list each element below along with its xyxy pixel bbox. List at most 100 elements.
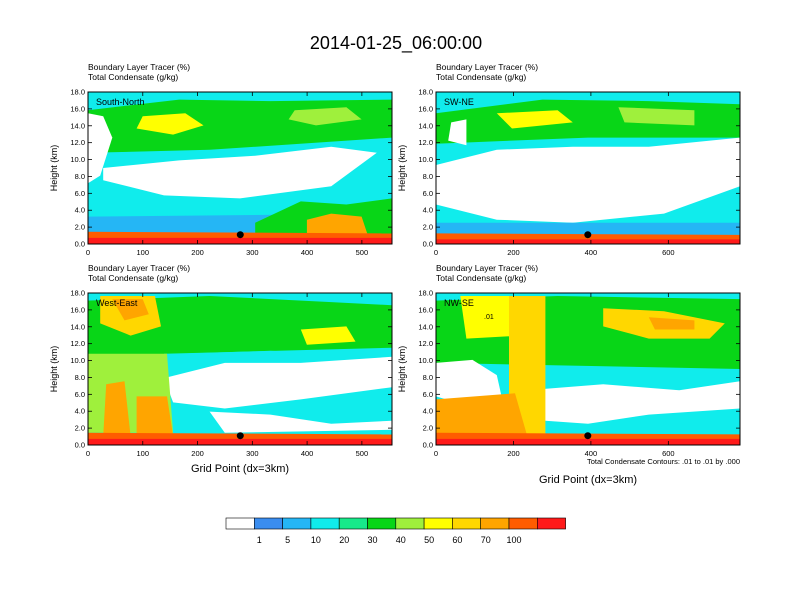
y-tick-label: 14.0 bbox=[70, 121, 85, 130]
colorbar-swatch bbox=[536, 517, 566, 530]
field-region bbox=[88, 237, 392, 244]
field-label: Boundary Layer Tracer (%) bbox=[88, 62, 190, 72]
y-tick-label: 4.0 bbox=[423, 407, 433, 416]
field-region bbox=[300, 326, 356, 345]
colorbar: 1 5 10 20 30 40 50 60 70 100 bbox=[225, 517, 566, 545]
colorbar-swatch bbox=[254, 517, 283, 530]
y-tick-label: 16.0 bbox=[70, 104, 85, 113]
y-tick-label: 16.0 bbox=[418, 305, 433, 314]
y-tick-label: 6.0 bbox=[423, 390, 433, 399]
x-tick-label: 600 bbox=[662, 248, 675, 257]
y-tick-label: 8.0 bbox=[423, 172, 433, 181]
field-region bbox=[88, 113, 113, 184]
x-tick-label: 100 bbox=[137, 248, 150, 257]
colorbar-swatch bbox=[338, 517, 368, 530]
y-tick-label: 12.0 bbox=[418, 138, 433, 147]
y-tick-label: 18.0 bbox=[418, 88, 433, 97]
x-tick-label: 500 bbox=[356, 449, 369, 458]
colorbar-label: 10 bbox=[311, 535, 321, 545]
x-tick-label: 400 bbox=[585, 248, 598, 257]
colorbar-label: 50 bbox=[424, 535, 434, 545]
y-tick-label: 14.0 bbox=[418, 322, 433, 331]
colorbar-label: 60 bbox=[452, 535, 462, 545]
field-region bbox=[436, 359, 503, 406]
x-axis-label-left: Grid Point (dx=3km) bbox=[191, 463, 289, 475]
colorbar-swatch bbox=[310, 517, 340, 530]
field-fill bbox=[436, 92, 740, 244]
y-tick-label: 8.0 bbox=[423, 373, 433, 382]
panel-label: SW-NE bbox=[444, 97, 474, 107]
x-tick-label: 200 bbox=[507, 248, 520, 257]
colorbar-swatch bbox=[452, 517, 481, 530]
field-fill bbox=[436, 293, 740, 445]
y-tick-label: 10.0 bbox=[418, 155, 433, 164]
x-tick-label: 400 bbox=[301, 248, 314, 257]
y-tick-label: 10.0 bbox=[418, 356, 433, 365]
x-tick-label: 200 bbox=[191, 449, 204, 458]
field-region bbox=[209, 411, 392, 433]
location-marker bbox=[236, 231, 244, 239]
y-tick-label: 16.0 bbox=[70, 305, 85, 314]
field-label: Boundary Layer Tracer (%) bbox=[436, 263, 538, 273]
y-tick-label: 12.0 bbox=[70, 339, 85, 348]
y-axis-label: Height (km) bbox=[49, 145, 59, 192]
field-region bbox=[648, 317, 695, 330]
panel-nw-se: Boundary Layer Tracer (%)Total Condensat… bbox=[397, 263, 741, 458]
field-label: Total Condensate (g/kg) bbox=[88, 273, 178, 283]
y-tick-label: 12.0 bbox=[418, 339, 433, 348]
field-label: Boundary Layer Tracer (%) bbox=[436, 62, 538, 72]
x-axis-label-right: Grid Point (dx=3km) bbox=[539, 474, 637, 486]
y-tick-label: 4.0 bbox=[423, 206, 433, 215]
colorbar-label: 30 bbox=[367, 535, 377, 545]
figure-title: 2014-01-25_06:00:00 bbox=[310, 33, 482, 54]
y-axis-label: Height (km) bbox=[397, 346, 407, 393]
field-label: Total Condensate (g/kg) bbox=[436, 72, 526, 82]
y-tick-label: 2.0 bbox=[423, 424, 433, 433]
field-region bbox=[496, 110, 573, 129]
field-region bbox=[103, 381, 131, 436]
x-tick-label: 0 bbox=[86, 248, 90, 257]
y-axis-label: Height (km) bbox=[397, 145, 407, 192]
field-label: Boundary Layer Tracer (%) bbox=[88, 263, 190, 273]
colorbar-swatch bbox=[395, 517, 425, 530]
colorbar-label: 70 bbox=[481, 535, 491, 545]
panel-label: NW-SE bbox=[444, 298, 474, 308]
y-tick-label: 14.0 bbox=[418, 121, 433, 130]
plot-frame bbox=[87, 91, 393, 245]
field-fill bbox=[88, 92, 392, 244]
y-tick-label: 6.0 bbox=[75, 390, 85, 399]
x-tick-label: 0 bbox=[86, 449, 90, 458]
colorbar-label: 100 bbox=[506, 535, 521, 545]
plot-frame bbox=[87, 292, 393, 446]
y-tick-label: 18.0 bbox=[70, 289, 85, 298]
field-region bbox=[288, 107, 362, 126]
colorbar-label: 20 bbox=[339, 535, 349, 545]
panel-label: West-East bbox=[96, 298, 138, 308]
y-tick-label: 2.0 bbox=[75, 424, 85, 433]
y-tick-label: 14.0 bbox=[70, 322, 85, 331]
y-tick-label: 12.0 bbox=[70, 138, 85, 147]
field-region bbox=[88, 438, 392, 445]
x-tick-label: 0 bbox=[434, 248, 438, 257]
field-region bbox=[436, 438, 740, 445]
colorbar-label: 40 bbox=[396, 535, 406, 545]
y-tick-label: 6.0 bbox=[423, 189, 433, 198]
x-tick-label: 600 bbox=[662, 449, 675, 458]
colorbar-swatch bbox=[225, 517, 255, 530]
panel-label: South-North bbox=[96, 97, 145, 107]
field-region bbox=[436, 137, 740, 223]
x-tick-label: 100 bbox=[137, 449, 150, 458]
colorbar-label: 1 bbox=[257, 535, 262, 545]
field-region bbox=[618, 107, 695, 126]
field-region bbox=[164, 356, 392, 409]
contour-label: .01 bbox=[484, 314, 494, 321]
x-tick-label: 0 bbox=[434, 449, 438, 458]
x-tick-label: 400 bbox=[301, 449, 314, 458]
field-region bbox=[112, 299, 149, 321]
field-region bbox=[436, 239, 740, 244]
y-tick-label: 4.0 bbox=[75, 407, 85, 416]
location-marker bbox=[584, 432, 592, 440]
colorbar-swatch bbox=[480, 517, 510, 530]
y-tick-label: 18.0 bbox=[418, 289, 433, 298]
field-region bbox=[527, 381, 740, 424]
